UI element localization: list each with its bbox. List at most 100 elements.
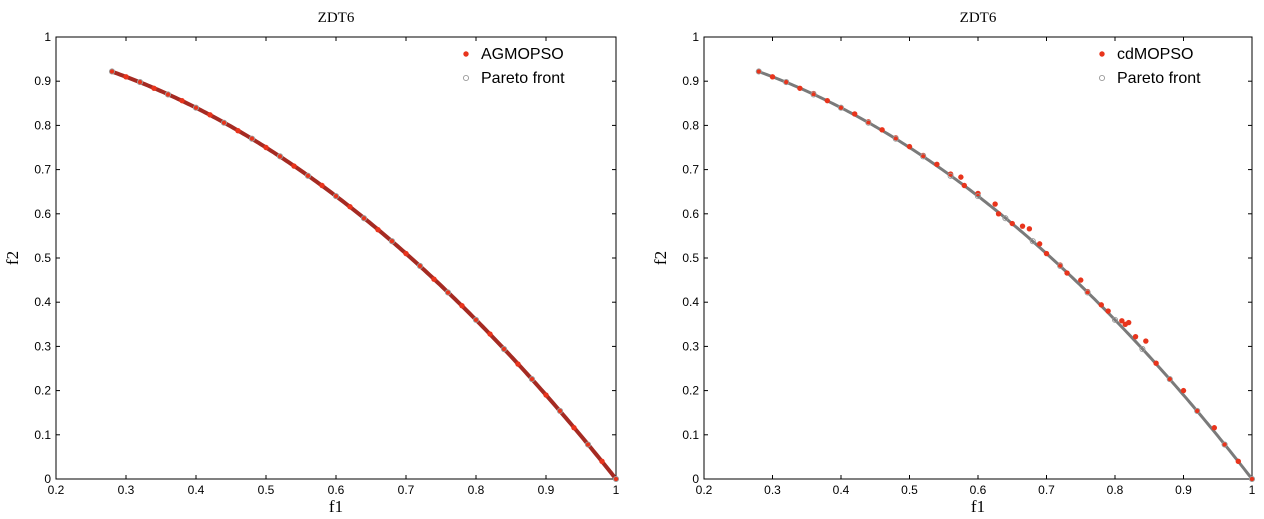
data-point bbox=[459, 303, 465, 309]
data-point bbox=[571, 425, 577, 431]
pareto-front-point bbox=[528, 376, 536, 383]
data-point bbox=[1036, 241, 1043, 247]
data-point bbox=[1132, 333, 1139, 340]
legend-marker-algorithm bbox=[463, 51, 469, 57]
x-tick-label: 0.4 bbox=[188, 483, 205, 497]
data-point bbox=[235, 128, 241, 134]
pareto-front-point bbox=[1248, 475, 1256, 483]
pareto-front-point bbox=[556, 407, 564, 414]
y-tick-label: 0.8 bbox=[682, 118, 699, 132]
pareto-front-point bbox=[108, 68, 116, 75]
data-point bbox=[1180, 387, 1187, 394]
data-point bbox=[1221, 441, 1228, 448]
data-point bbox=[277, 153, 283, 160]
data-point bbox=[501, 346, 507, 352]
x-tick-label: 0.3 bbox=[118, 483, 135, 497]
data-point bbox=[109, 68, 115, 75]
data-point bbox=[1098, 302, 1105, 308]
data-point bbox=[797, 85, 803, 91]
chart-panel-2: ZDT6 0.2 0.3 0.4 0.5 0.6 0.7 0.8 0.9 1 0 0.1 0.2 0.3 0… bbox=[651, 10, 1256, 516]
chart-title: ZDT6 bbox=[960, 10, 997, 26]
data-point bbox=[852, 111, 858, 117]
legend-marker-pareto-front bbox=[1098, 74, 1106, 82]
x-axis-label: f1 bbox=[971, 497, 985, 516]
data-point bbox=[1009, 220, 1015, 227]
data-point bbox=[934, 161, 940, 167]
x-tick-label: 0.6 bbox=[970, 483, 987, 497]
y-axis-label: f2 bbox=[3, 251, 22, 265]
pareto-front-point bbox=[755, 68, 762, 75]
data-point bbox=[906, 143, 913, 150]
data-point bbox=[783, 79, 789, 85]
data-point bbox=[838, 105, 844, 111]
y-tick-label: 0.9 bbox=[34, 74, 51, 88]
data-point bbox=[769, 74, 776, 80]
data-point bbox=[263, 144, 269, 151]
y-tick-label: 0.2 bbox=[34, 384, 51, 398]
y-tick-label: 0.7 bbox=[34, 163, 51, 177]
data-point bbox=[599, 458, 605, 465]
data-point bbox=[305, 173, 311, 179]
pareto-front-point bbox=[1139, 346, 1146, 353]
legend-label: AGMOPSO bbox=[481, 46, 564, 63]
data-point bbox=[445, 289, 451, 296]
y-tick-label: 0.6 bbox=[34, 207, 51, 221]
data-point bbox=[585, 441, 591, 448]
x-tick-label: 0.2 bbox=[696, 483, 713, 497]
data-point bbox=[992, 201, 998, 207]
data-point bbox=[221, 120, 227, 126]
data-point bbox=[613, 476, 619, 482]
pareto-front-point bbox=[1057, 262, 1064, 270]
data-point bbox=[958, 174, 964, 180]
plot-frame bbox=[703, 36, 1253, 480]
data-point bbox=[179, 97, 185, 104]
data-point bbox=[529, 376, 535, 382]
data-point bbox=[1211, 425, 1218, 431]
data-point bbox=[151, 85, 157, 91]
data-point bbox=[879, 127, 885, 133]
y-tick-label: 0.3 bbox=[34, 339, 51, 353]
plot-frame bbox=[55, 36, 617, 480]
pareto-front-point bbox=[837, 104, 845, 111]
pareto-front-point bbox=[892, 135, 899, 142]
pareto-front-curve bbox=[110, 69, 618, 481]
y-tick-label: 0.4 bbox=[34, 295, 51, 309]
pareto-front-point bbox=[332, 193, 340, 200]
x-tick-label: 1 bbox=[613, 483, 620, 497]
y-tick-label: 1 bbox=[44, 30, 51, 44]
y-tick-label: 0.6 bbox=[682, 207, 699, 221]
data-point bbox=[1043, 250, 1050, 257]
pareto-front-point bbox=[612, 475, 620, 483]
pareto-front-point bbox=[248, 135, 256, 142]
series-pareto-front bbox=[755, 68, 1256, 483]
y-tick-label: 0.5 bbox=[34, 251, 51, 265]
y-axis-label: f2 bbox=[651, 251, 670, 265]
legend-label: cdMOPSO bbox=[1117, 46, 1193, 63]
pareto-front-point bbox=[865, 119, 872, 126]
pareto-front-point bbox=[947, 172, 954, 179]
x-tick-label: 0.2 bbox=[48, 483, 65, 497]
data-point bbox=[1119, 318, 1125, 324]
pareto-front-point bbox=[1221, 441, 1228, 448]
pareto-front-point bbox=[416, 262, 424, 270]
series-algorithm bbox=[756, 68, 1255, 482]
pareto-front-point bbox=[360, 215, 368, 222]
pareto-front-point bbox=[1166, 376, 1173, 383]
data-point bbox=[347, 204, 353, 210]
pareto-front-point bbox=[1029, 238, 1036, 245]
legend-marker-algorithm bbox=[1099, 51, 1105, 57]
y-tick-label: 0.2 bbox=[682, 384, 699, 398]
pareto-front-point bbox=[276, 153, 284, 160]
x-tick-label: 0.7 bbox=[398, 483, 415, 497]
data-point bbox=[193, 105, 199, 111]
pareto-front-point bbox=[1111, 316, 1119, 323]
x-tick-label: 0.8 bbox=[1107, 483, 1124, 497]
pareto-front-point bbox=[783, 79, 790, 86]
data-point bbox=[417, 263, 423, 269]
y-tick-label: 0.1 bbox=[682, 428, 699, 442]
chart-panel-1: ZDT6 0.2 0.3 0.4 0.5 0.6 0.7 0.8 0.9 1 0 0.1 0.2 0.3 0… bbox=[3, 10, 620, 516]
data-point bbox=[557, 408, 563, 414]
data-point bbox=[137, 79, 143, 85]
x-tick-label: 0.6 bbox=[328, 483, 345, 497]
pareto-front-curve bbox=[757, 70, 1254, 481]
